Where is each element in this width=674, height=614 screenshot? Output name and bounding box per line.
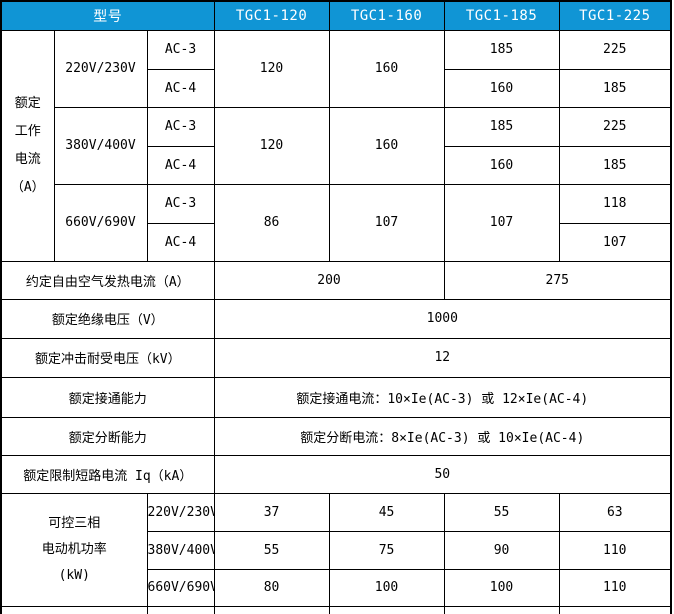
clipped-row xyxy=(0,605,672,614)
voltage-cell: 660V/690V xyxy=(53,183,148,262)
current-value-cell: 160 xyxy=(443,68,560,108)
table-row: 额定限制短路电流 Iq（kA） 50 xyxy=(0,454,672,494)
motor-power-label-line: (kW) xyxy=(58,567,90,583)
clipped-cell xyxy=(443,605,560,614)
power-value-cell: 90 xyxy=(443,530,560,570)
current-value-cell: 160 xyxy=(328,106,445,185)
duty-class-cell: AC-3 xyxy=(146,29,215,70)
current-value-cell: 225 xyxy=(558,106,672,147)
current-value-cell: 107 xyxy=(443,183,560,262)
power-value-cell: 63 xyxy=(558,492,672,532)
rated-current-label: 额定 工作 电流 （A） xyxy=(0,29,55,262)
clipped-cell xyxy=(558,605,672,614)
duty-class-cell: AC-3 xyxy=(146,183,215,224)
table-row: 380V/400V 55 75 90 110 xyxy=(1,530,672,570)
spec-value-cell: 额定接通电流：10×Ie(AC-3) 或 12×Ie(AC-4) xyxy=(213,376,672,418)
current-value-cell: 185 xyxy=(558,145,672,185)
voltage-cell: 380V/400V xyxy=(53,106,148,185)
spec-value-cell: 200 xyxy=(213,260,445,300)
power-value-cell: 110 xyxy=(558,530,672,570)
spec-value-cell: 275 xyxy=(443,260,672,300)
model-column-header-tgc1-120: TGC1-120 xyxy=(213,0,330,31)
spec-label-cell: 额定限制短路电流 Iq（kA） xyxy=(0,454,215,494)
voltage-cell: 660V/690V xyxy=(146,568,215,607)
voltage-cell: 380V/400V xyxy=(146,530,215,570)
power-value-cell: 37 xyxy=(213,492,330,532)
power-value-cell: 100 xyxy=(443,568,560,607)
rated-current-label-line: （A） xyxy=(10,179,45,195)
voltage-cell: 220V/230V xyxy=(146,492,215,532)
spec-label-cell: 额定分断能力 xyxy=(0,416,215,456)
model-header-cell: 型号 xyxy=(0,0,215,31)
voltage-cell: 220V/230V xyxy=(53,29,148,108)
spec-value-cell: 1000 xyxy=(213,298,672,339)
current-value-cell: 160 xyxy=(443,145,560,185)
table-row: 额定冲击耐受电压（kV） 12 xyxy=(0,337,672,378)
current-value-cell: 160 xyxy=(328,29,445,108)
power-value-cell: 80 xyxy=(213,568,330,607)
table-row: 额定分断能力 额定分断电流：8×Ie(AC-3) 或 10×Ie(AC-4) xyxy=(0,416,672,456)
power-value-cell: 100 xyxy=(328,568,445,607)
table-row: AC-4 160 185 xyxy=(1,145,672,185)
motor-power-label-line: 电动机功率 xyxy=(41,541,107,557)
power-value-cell: 45 xyxy=(328,492,445,532)
rated-current-label-line: 工作 xyxy=(14,123,41,139)
table-row: 660V/690V 80 100 100 110 xyxy=(1,568,672,607)
clipped-cell xyxy=(0,605,148,614)
model-column-header-tgc1-160: TGC1-160 xyxy=(328,0,445,31)
motor-power-label: 可控三相 电动机功率 (kW) xyxy=(0,492,148,607)
rated-current-label-line: 电流 xyxy=(14,151,41,167)
model-column-header-tgc1-225: TGC1-225 xyxy=(558,0,672,31)
table-row: 约定自由空气发热电流（A） 200 275 xyxy=(0,260,672,300)
current-value-cell: 118 xyxy=(558,183,672,224)
clipped-cell xyxy=(146,605,215,614)
table-row: 可控三相 电动机功率 (kW) 220V/230V 37 45 55 63 xyxy=(0,492,672,607)
rated-current-label-line: 额定 xyxy=(14,95,41,111)
header-row: 型号 TGC1-120 TGC1-160 TGC1-185 TGC1-225 xyxy=(0,0,672,31)
current-value-cell: 185 xyxy=(443,106,560,147)
duty-class-cell: AC-4 xyxy=(146,222,215,262)
spec-label-cell: 额定冲击耐受电压（kV） xyxy=(0,337,215,378)
table-row: 额定接通能力 额定接通电流：10×Ie(AC-3) 或 12×Ie(AC-4) xyxy=(0,376,672,418)
table-row: 380V/400V AC-3 120 160 185 225 xyxy=(1,106,672,185)
table-row: 额定绝缘电压（V） 1000 xyxy=(0,298,672,339)
spec-label-cell: 约定自由空气发热电流（A） xyxy=(0,260,215,300)
spec-label-cell: 额定接通能力 xyxy=(0,376,215,418)
spec-value-cell: 50 xyxy=(213,454,672,494)
duty-class-cell: AC-4 xyxy=(146,68,215,108)
current-value-cell: 185 xyxy=(443,29,560,70)
table-row: AC-4 107 xyxy=(1,222,672,262)
table-row: 额定 工作 电流 （A） 220V/230V AC-3 120 160 185 … xyxy=(0,29,672,262)
current-value-cell: 120 xyxy=(213,106,330,185)
spec-label-cell: 额定绝缘电压（V） xyxy=(0,298,215,339)
clipped-cell xyxy=(213,605,330,614)
duty-class-cell: AC-4 xyxy=(146,145,215,185)
current-value-cell: 225 xyxy=(558,29,672,70)
current-value-cell: 120 xyxy=(213,29,330,108)
duty-class-cell: AC-3 xyxy=(146,106,215,147)
current-value-cell: 107 xyxy=(328,183,445,262)
current-value-cell: 86 xyxy=(213,183,330,262)
power-value-cell: 55 xyxy=(443,492,560,532)
power-value-cell: 55 xyxy=(213,530,330,570)
power-value-cell: 75 xyxy=(328,530,445,570)
table-row: 660V/690V AC-3 86 107 107 118 xyxy=(1,183,672,262)
spec-value-cell: 12 xyxy=(213,337,672,378)
current-value-cell: 107 xyxy=(558,222,672,262)
motor-power-label-line: 可控三相 xyxy=(48,515,101,531)
spec-value-cell: 额定分断电流：8×Ie(AC-3) 或 10×Ie(AC-4) xyxy=(213,416,672,456)
current-value-cell: 185 xyxy=(558,68,672,108)
power-value-cell: 110 xyxy=(558,568,672,607)
model-column-header-tgc1-185: TGC1-185 xyxy=(443,0,560,31)
table-row: AC-4 160 185 xyxy=(1,68,672,108)
clipped-cell xyxy=(328,605,445,614)
